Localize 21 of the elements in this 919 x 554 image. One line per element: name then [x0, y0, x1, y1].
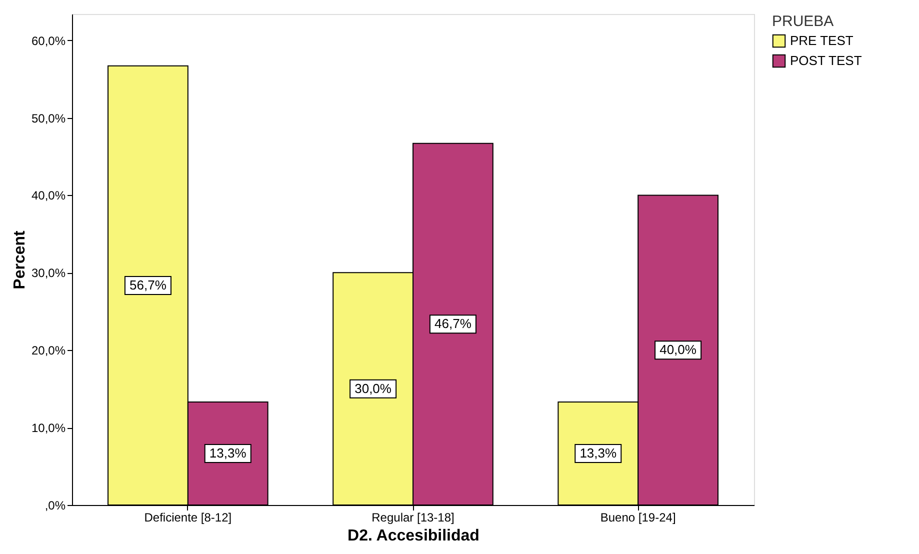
data-label: 56,7% — [130, 277, 167, 292]
data-label: 13,3% — [209, 446, 247, 460]
data-label: 30,0% — [354, 380, 392, 396]
data-label: 40,0% — [660, 342, 697, 358]
legend-label: PRE TEST — [790, 33, 854, 48]
y-tick-label: 60,0% — [31, 34, 66, 48]
y-tick-label: 10,0% — [31, 421, 66, 436]
y-axis-title: Percent — [11, 230, 28, 290]
data-label: 13,3% — [580, 446, 617, 460]
legend-title: PRUEBA — [772, 13, 834, 30]
data-label: 46,7% — [434, 316, 472, 332]
x-tick-label: Regular [13-18] — [372, 510, 454, 524]
y-tick-label: 40,0% — [31, 188, 66, 203]
x-tick-label: Bueno [19-24] — [600, 510, 676, 524]
y-tick-label: 20,0% — [31, 344, 66, 358]
y-tick-label: ,0% — [44, 498, 66, 512]
y-tick-label: 50,0% — [31, 111, 66, 126]
x-axis-title: D2. Accesibilidad — [348, 528, 480, 544]
legend-label: POST TEST — [790, 53, 862, 68]
x-tick-label: Deficiente [8-12] — [144, 510, 232, 524]
y-tick-label: 30,0% — [31, 266, 66, 280]
